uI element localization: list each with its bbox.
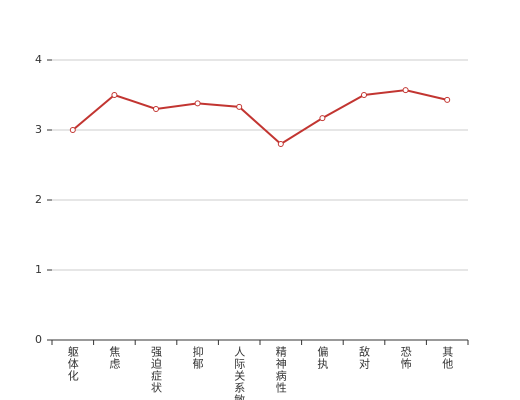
x-tick-label: 人际关系敏感	[233, 346, 246, 400]
x-tick-label: 抑郁	[191, 345, 204, 370]
x-tick-label: 焦虑	[108, 346, 121, 370]
point	[361, 92, 367, 98]
point	[69, 127, 76, 133]
x-tick-label: 其他	[441, 346, 454, 370]
y-tick-label: 2	[35, 193, 42, 206]
x-tick-label: 躯体化	[66, 346, 79, 382]
x-tick-label: 精神病性	[274, 346, 287, 394]
point	[319, 115, 326, 122]
y-tick-label: 4	[35, 53, 42, 66]
x-tick-label: 偏执	[316, 345, 329, 370]
x-tick-label: 恐怖	[399, 346, 412, 370]
point	[111, 92, 118, 98]
y-tick-label: 1	[35, 263, 42, 276]
x-tick-label: 敌对	[358, 345, 371, 370]
y-tick-label: 0	[35, 333, 42, 346]
point	[236, 103, 243, 110]
x-tick-label: 强迫症状	[150, 346, 163, 394]
point	[194, 100, 201, 107]
point	[277, 141, 284, 147]
point	[153, 106, 159, 112]
point	[402, 87, 409, 94]
point	[444, 96, 451, 103]
line	[72, 89, 448, 146]
y-tick-label: 3	[35, 123, 42, 136]
